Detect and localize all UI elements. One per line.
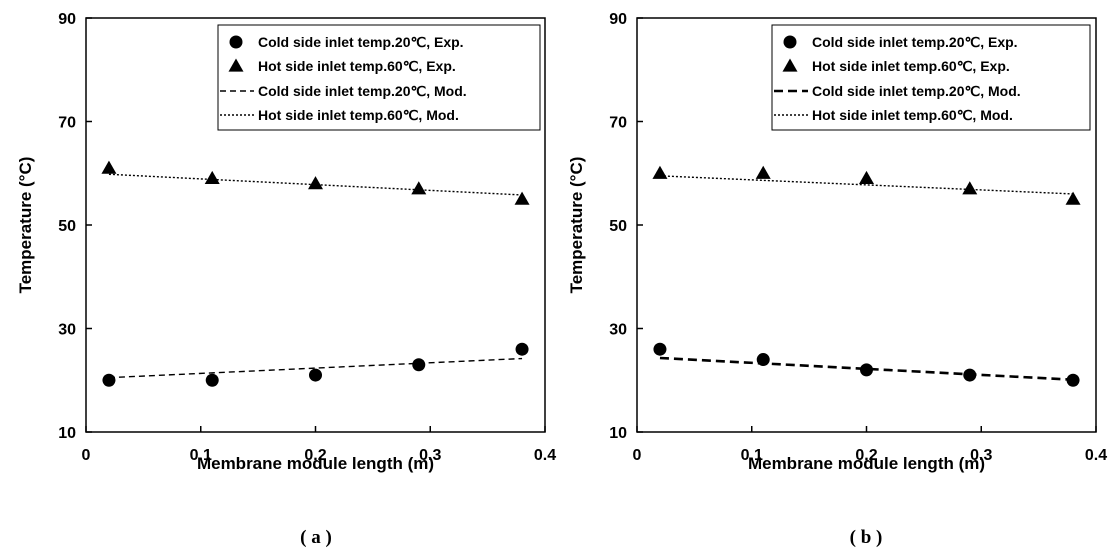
panel-caption: ( b ) bbox=[850, 527, 883, 548]
legend-marker-swatch bbox=[228, 58, 244, 72]
data-point-hot-exp bbox=[308, 176, 323, 190]
legend-marker-swatch bbox=[229, 35, 243, 49]
y-axis-label: Temperature (°C) bbox=[16, 157, 35, 294]
y-axis-label: Temperature (°C) bbox=[567, 157, 586, 294]
legend-entry: Cold side inlet temp.20℃, Mod. bbox=[258, 83, 467, 99]
x-tick-label: 0 bbox=[633, 447, 642, 464]
series-line-hot-mod bbox=[108, 173, 523, 196]
chart-panel-a: 10 30 50 70 90 0 0.1 0.2 0.3 0.4 Membrane module l… bbox=[16, 11, 556, 473]
legend-entry: Cold side inlet temp.20℃, Exp. bbox=[812, 34, 1018, 50]
data-point-cold-exp bbox=[653, 342, 667, 356]
x-tick-label: 0.1 bbox=[741, 447, 763, 464]
x-tick-label: 0 bbox=[82, 447, 91, 464]
data-point-hot-exp bbox=[755, 165, 771, 179]
legend-box bbox=[217, 24, 541, 131]
y-tick-label: 10 bbox=[58, 425, 76, 442]
legend-entry: Hot side inlet temp.60℃, Mod. bbox=[258, 107, 459, 123]
x-axis-label: Membrane module length (m) bbox=[197, 454, 434, 473]
data-point-cold-exp bbox=[1066, 373, 1080, 387]
legend-entry: Cold side inlet temp.20℃, Exp. bbox=[258, 34, 464, 50]
data-point-cold-exp bbox=[102, 373, 116, 387]
data-point-cold-exp bbox=[309, 368, 322, 382]
data-point-hot-exp bbox=[962, 181, 978, 195]
y-tick-label: 30 bbox=[609, 322, 627, 339]
x-tick-label: 0.4 bbox=[1085, 447, 1107, 464]
data-point-hot-exp bbox=[101, 160, 117, 174]
y-tick-label: 90 bbox=[609, 11, 627, 28]
panel-caption: ( a ) bbox=[300, 527, 332, 548]
y-tick-label: 70 bbox=[609, 115, 627, 132]
x-tick-label: 0.4 bbox=[534, 447, 556, 464]
data-point-cold-exp bbox=[412, 358, 426, 372]
data-point-hot-exp bbox=[514, 191, 530, 205]
legend-entry: Hot side inlet temp.60℃, Exp. bbox=[812, 58, 1010, 74]
data-point-cold-exp bbox=[860, 363, 873, 377]
x-axis-label: Membrane module length (m) bbox=[748, 454, 985, 473]
data-point-hot-exp bbox=[411, 181, 427, 195]
data-point-hot-exp bbox=[1065, 191, 1081, 205]
y-tick-label: 70 bbox=[58, 115, 76, 132]
x-tick-label: 0.1 bbox=[190, 447, 212, 464]
y-tick-label: 50 bbox=[58, 218, 76, 235]
x-tick-label: 0.2 bbox=[304, 447, 326, 464]
y-tick-label: 50 bbox=[609, 218, 627, 235]
data-point-cold-exp bbox=[205, 373, 219, 387]
legend-marker-swatch bbox=[782, 58, 798, 72]
legend-entry: Hot side inlet temp.60℃, Mod. bbox=[812, 107, 1013, 123]
data-point-hot-exp bbox=[859, 170, 874, 185]
data-point-cold-exp bbox=[515, 342, 529, 356]
x-tick-label: 0.3 bbox=[970, 447, 992, 464]
y-tick-label: 90 bbox=[58, 11, 76, 28]
legend-entry: Hot side inlet temp.60℃, Exp. bbox=[258, 58, 456, 74]
legend-entry: Cold side inlet temp.20℃, Mod. bbox=[812, 83, 1021, 99]
legend-box bbox=[771, 24, 1091, 131]
y-tick-label: 30 bbox=[58, 322, 76, 339]
y-tick-label: 10 bbox=[609, 425, 627, 442]
series-line-cold-mod bbox=[659, 356, 1074, 382]
x-tick-label: 0.2 bbox=[855, 447, 877, 464]
data-point-hot-exp bbox=[652, 165, 668, 179]
series-line-hot-mod bbox=[659, 175, 1074, 195]
legend-marker-swatch bbox=[783, 35, 797, 49]
x-tick-label: 0.3 bbox=[419, 447, 441, 464]
series-line-cold-mod bbox=[108, 357, 523, 379]
chart-panel-b: 10 30 50 70 90 0 0.1 0.2 0.3 0.4 Membrane module l… bbox=[567, 11, 1107, 473]
data-point-hot-exp bbox=[204, 170, 220, 185]
